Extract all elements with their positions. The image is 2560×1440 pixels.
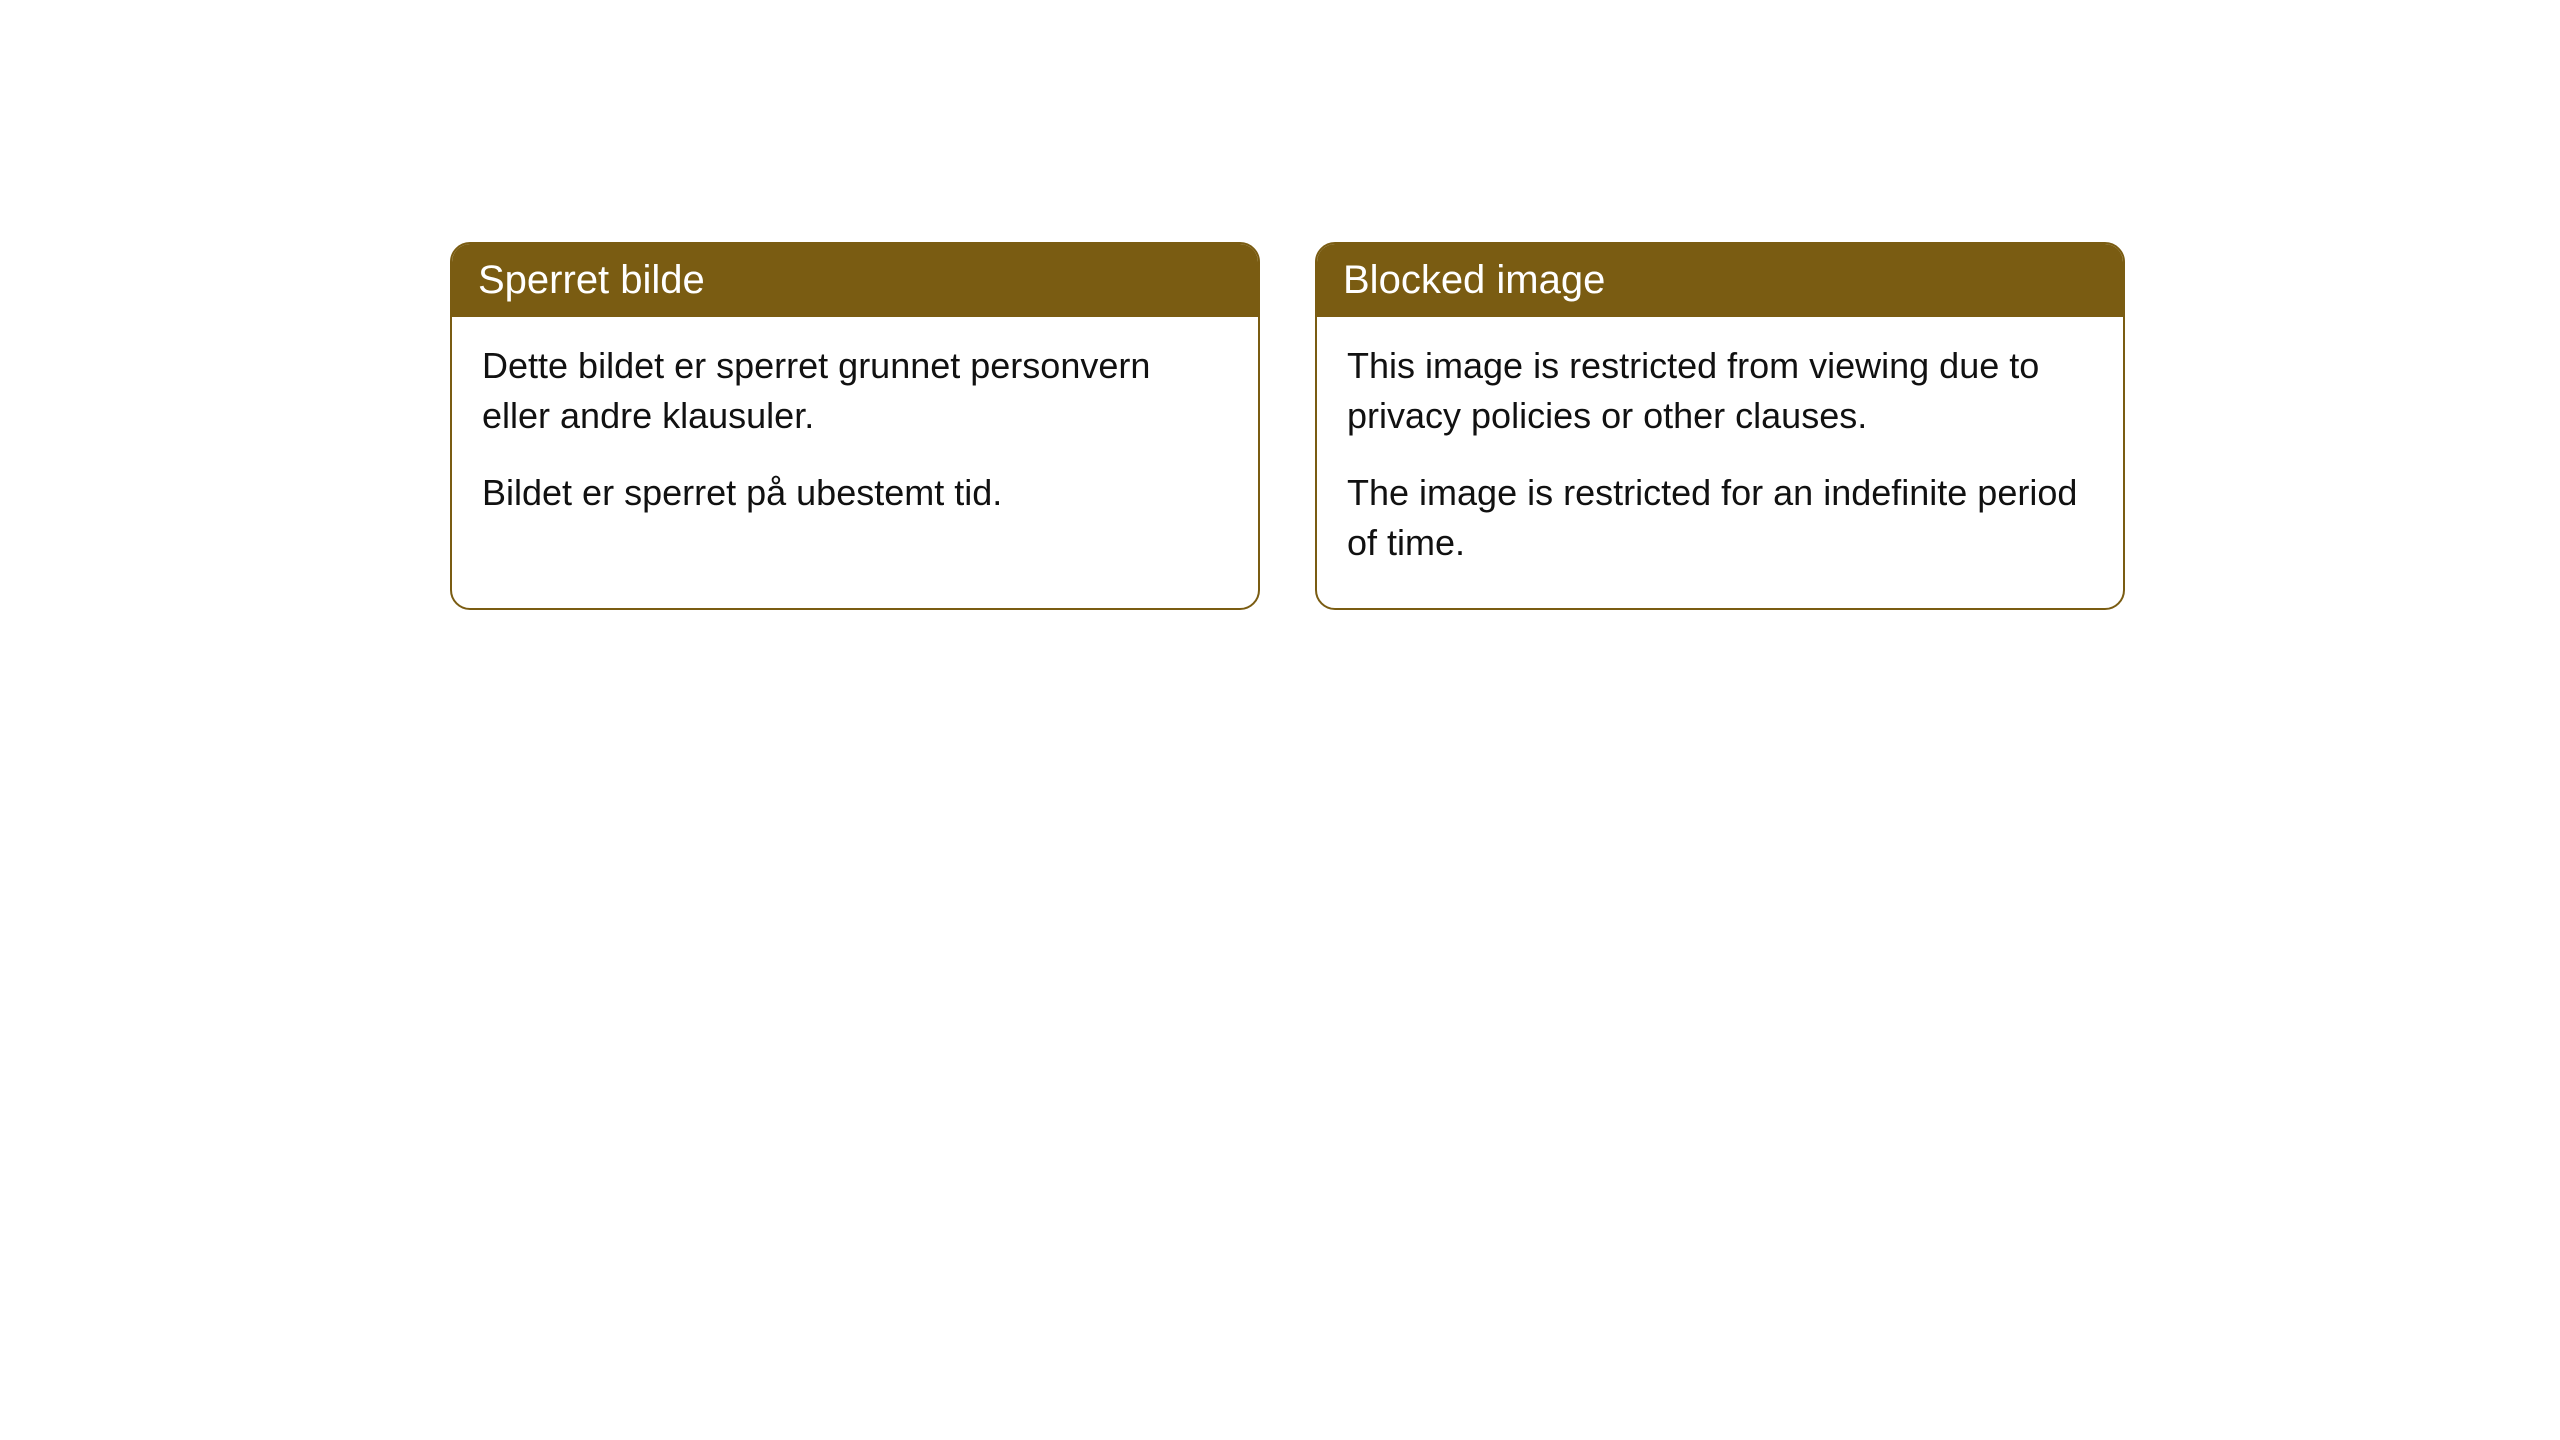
card-paragraph: Bildet er sperret på ubestemt tid. bbox=[482, 468, 1228, 518]
card-body-norwegian: Dette bildet er sperret grunnet personve… bbox=[452, 317, 1258, 558]
blocked-image-card-english: Blocked image This image is restricted f… bbox=[1315, 242, 2125, 610]
card-header-norwegian: Sperret bilde bbox=[452, 244, 1258, 317]
card-paragraph: Dette bildet er sperret grunnet personve… bbox=[482, 341, 1228, 440]
card-header-english: Blocked image bbox=[1317, 244, 2123, 317]
notice-cards-container: Sperret bilde Dette bildet er sperret gr… bbox=[450, 242, 2125, 610]
card-body-english: This image is restricted from viewing du… bbox=[1317, 317, 2123, 608]
card-title: Sperret bilde bbox=[478, 258, 705, 302]
blocked-image-card-norwegian: Sperret bilde Dette bildet er sperret gr… bbox=[450, 242, 1260, 610]
card-title: Blocked image bbox=[1343, 258, 1605, 302]
card-paragraph: This image is restricted from viewing du… bbox=[1347, 341, 2093, 440]
card-paragraph: The image is restricted for an indefinit… bbox=[1347, 468, 2093, 567]
